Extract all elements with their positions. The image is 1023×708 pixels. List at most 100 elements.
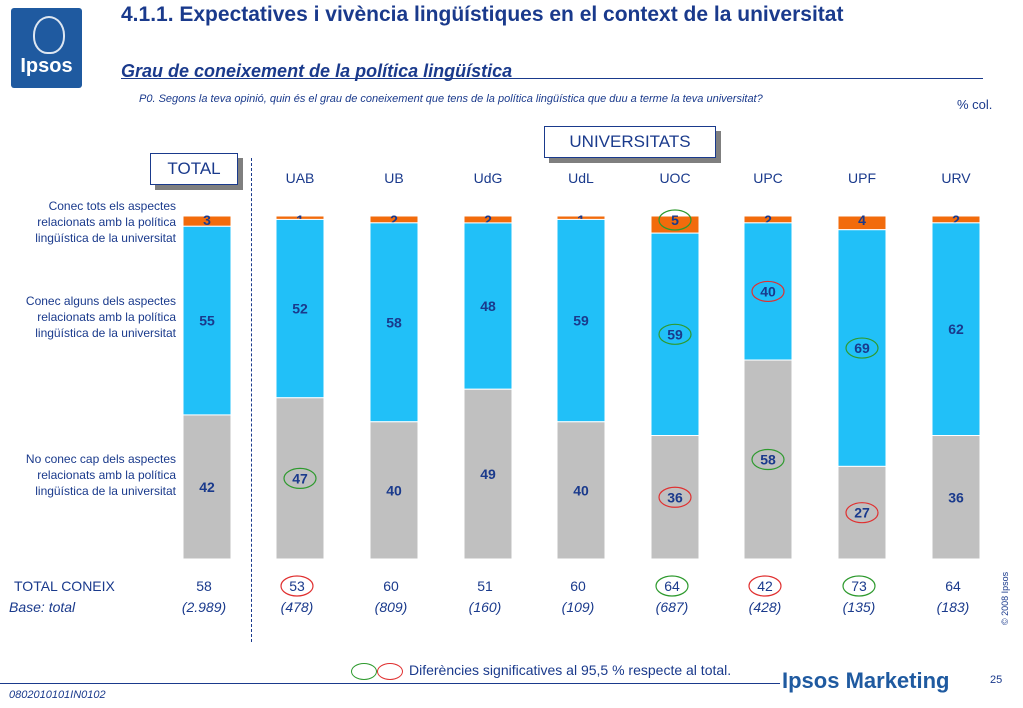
row-label-line: relacionats amb la política bbox=[37, 310, 176, 324]
base-value: (809) bbox=[375, 599, 408, 615]
data-label: 52 bbox=[292, 301, 308, 317]
universities-box-label: UNIVERSITATS bbox=[544, 126, 716, 158]
total-coneix-value: 60 bbox=[383, 578, 399, 594]
data-label: 59 bbox=[573, 313, 589, 329]
bar-segment bbox=[182, 414, 232, 560]
base-label: Base: total bbox=[9, 599, 76, 615]
page-title: 4.1.1. Expectatives i vivència lingüísti… bbox=[121, 3, 844, 26]
row-label-line: lingüística de la universitat bbox=[35, 326, 176, 340]
row-label-line: Conec alguns dels aspectes bbox=[25, 294, 176, 308]
brand-name: Ipsos Marketing bbox=[782, 668, 950, 693]
bar-segment bbox=[463, 222, 513, 390]
data-label: 2 bbox=[764, 212, 772, 228]
logo-text: Ipsos bbox=[20, 55, 73, 77]
data-label: 58 bbox=[386, 314, 402, 330]
data-label: 27 bbox=[854, 505, 870, 521]
data-label: 5 bbox=[671, 212, 679, 228]
total-coneix-label: TOTAL CONEIX bbox=[14, 578, 116, 594]
row-label-line: lingüística de la universitat bbox=[35, 484, 176, 498]
bar-segment bbox=[556, 218, 606, 423]
bar-segment bbox=[369, 421, 419, 560]
base-value: (478) bbox=[281, 599, 314, 615]
total-separator-line bbox=[251, 158, 252, 642]
total-coneix-value: 73 bbox=[851, 578, 867, 594]
row-label-line: lingüística de la universitat bbox=[35, 231, 176, 245]
category-label: UOC bbox=[659, 170, 690, 186]
data-label: 47 bbox=[292, 470, 308, 486]
unit-label: % col. bbox=[957, 97, 993, 112]
ipsos-logo: Ipsos bbox=[11, 8, 82, 88]
base-value: (183) bbox=[937, 599, 970, 615]
bar-segment bbox=[931, 435, 981, 560]
survey-question: P0. Segons la teva opinió, quin és el gr… bbox=[139, 93, 763, 105]
data-label: 49 bbox=[480, 466, 496, 482]
total-coneix-value: 64 bbox=[945, 578, 961, 594]
row-label-know-all: Conec tots els aspectes relacionats amb … bbox=[0, 198, 176, 246]
significance-circle bbox=[845, 337, 879, 359]
significance-circle bbox=[658, 486, 692, 508]
data-label: 40 bbox=[573, 482, 589, 498]
significance-circle bbox=[845, 502, 879, 524]
significance-circle bbox=[280, 575, 314, 597]
document-code: 0802010101IN0102 bbox=[9, 689, 106, 701]
total-coneix-value: 60 bbox=[570, 578, 586, 594]
total-coneix-value: 42 bbox=[757, 578, 773, 594]
total-box-label: TOTAL bbox=[150, 153, 238, 185]
row-label-line: relacionats amb la política bbox=[37, 215, 176, 229]
significance-circle bbox=[842, 575, 876, 597]
row-label-line: relacionats amb la política bbox=[37, 468, 176, 482]
bar-segment bbox=[931, 222, 981, 437]
significance-circle bbox=[748, 575, 782, 597]
page-number: 25 bbox=[990, 674, 1003, 686]
significance-circle bbox=[658, 323, 692, 345]
base-value: (160) bbox=[469, 599, 502, 615]
base-value: (109) bbox=[562, 599, 595, 615]
data-label: 36 bbox=[948, 489, 964, 505]
green-circle-icon bbox=[351, 663, 377, 680]
bar-segment bbox=[556, 421, 606, 560]
significance-circle bbox=[751, 280, 785, 303]
significance-circle bbox=[658, 209, 692, 231]
legend-text: Diferències significatives al 95,5 % res… bbox=[409, 662, 732, 678]
row-label-know-none: No conec cap dels aspectes relacionats a… bbox=[0, 451, 176, 499]
base-value: (135) bbox=[843, 599, 876, 615]
total-coneix-value: 53 bbox=[289, 578, 305, 594]
base-value: (687) bbox=[656, 599, 689, 615]
data-label: 2 bbox=[952, 212, 960, 228]
row-label-line: Conec tots els aspectes bbox=[48, 199, 176, 213]
data-label: 2 bbox=[390, 212, 398, 228]
significance-circle bbox=[655, 575, 689, 597]
row-label-know-some: Conec alguns dels aspectes relacionats a… bbox=[0, 293, 176, 341]
data-label: 62 bbox=[948, 321, 964, 337]
base-value: (2.989) bbox=[182, 599, 226, 615]
data-label: 3 bbox=[203, 212, 211, 228]
data-label: 42 bbox=[199, 479, 215, 495]
total-coneix-value: 51 bbox=[477, 578, 493, 594]
data-label: 36 bbox=[667, 489, 683, 505]
footer-divider bbox=[0, 683, 780, 684]
copyright-text: © 2008 Ipsos bbox=[1000, 571, 1010, 625]
red-circle-icon bbox=[377, 663, 403, 680]
bar-segment bbox=[182, 225, 232, 416]
category-label: URV bbox=[941, 170, 971, 186]
data-label: 40 bbox=[386, 482, 402, 498]
data-label: 4 bbox=[858, 212, 866, 228]
category-label: UPC bbox=[753, 170, 783, 186]
data-label: 2 bbox=[484, 212, 492, 228]
page-subtitle: Grau de coneixement de la política lingü… bbox=[121, 61, 513, 81]
category-label: UB bbox=[384, 170, 403, 186]
data-label: 58 bbox=[760, 452, 776, 468]
data-label: 69 bbox=[854, 340, 870, 356]
category-label: UdL bbox=[568, 170, 594, 186]
category-label: UPF bbox=[848, 170, 876, 186]
significance-circle bbox=[283, 467, 317, 489]
total-coneix-value: 64 bbox=[664, 578, 680, 594]
row-label-line: No conec cap dels aspectes bbox=[25, 452, 176, 466]
title-divider bbox=[121, 78, 983, 79]
bar-segment bbox=[275, 218, 325, 399]
logo-head-icon bbox=[33, 16, 65, 54]
category-label: UdG bbox=[474, 170, 503, 186]
significance-circle bbox=[751, 448, 785, 471]
category-label: UAB bbox=[286, 170, 315, 186]
